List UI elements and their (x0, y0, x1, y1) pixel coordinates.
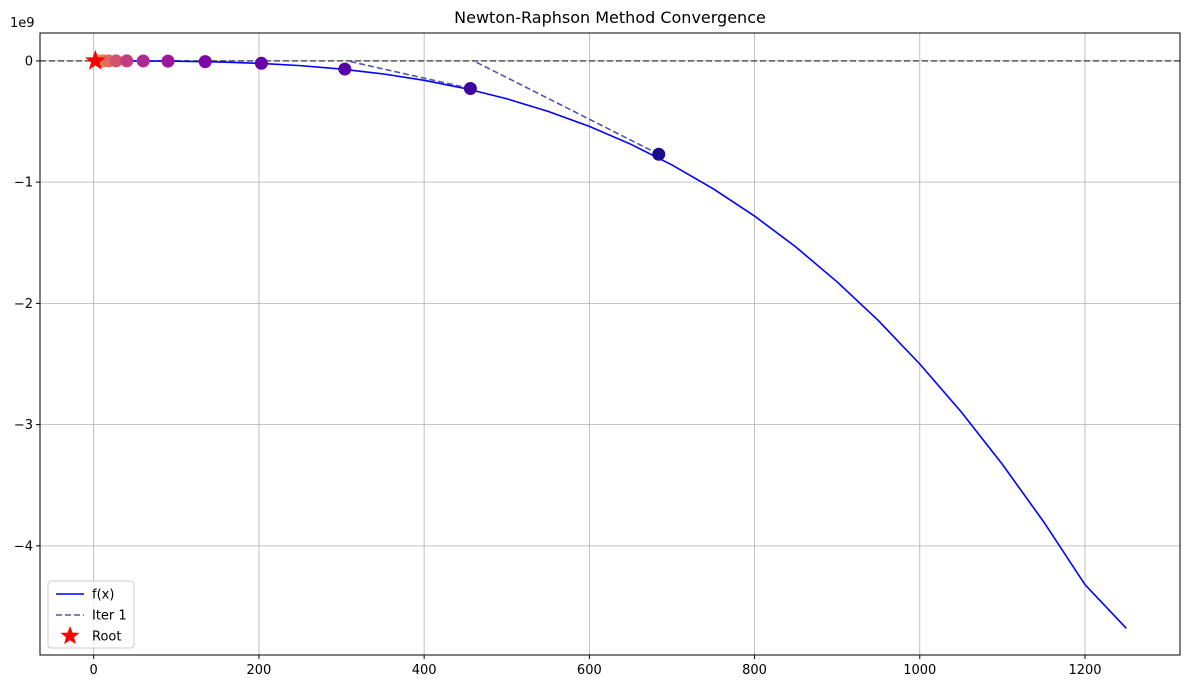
x-tick-label: 400 (412, 663, 437, 678)
x-tick-label: 1200 (1068, 663, 1101, 678)
iterate-point (463, 82, 477, 96)
root-star (84, 49, 106, 70)
legend-label: Iter 1 (92, 609, 127, 624)
axes-frame (39, 32, 1181, 656)
grid (40, 33, 1180, 655)
iterate-point (254, 56, 268, 70)
x-tick-label: 600 (577, 663, 602, 678)
legend-swatch-star (60, 626, 80, 645)
x-tick-label: 0 (90, 663, 98, 678)
iterate-point (198, 55, 212, 69)
y-tick-label: −2 (14, 297, 33, 312)
legend: f(x) Iter 1 Root (47, 580, 135, 649)
tangent-line-2 (347, 60, 471, 90)
iterate-point (338, 62, 352, 76)
iterate-point (120, 54, 134, 68)
axes: 0 200 400 600 800 1000 1200 0 −1 −2 −3 −4 (14, 32, 1181, 678)
x-tick-label: 1000 (903, 663, 936, 678)
x-tick-label: 200 (246, 663, 271, 678)
y-tick-label: −3 (14, 418, 33, 433)
x-tick-label: 800 (742, 663, 767, 678)
y-tick-label: 0 (25, 54, 33, 69)
chart-title: Newton-Raphson Method Convergence (454, 8, 766, 27)
plot-area (40, 49, 1180, 629)
iterate-point (109, 54, 123, 68)
y-tick-label: −1 (14, 176, 33, 191)
iterate-point (136, 54, 150, 68)
legend-label: f(x) (92, 588, 114, 603)
tangent-line-1 (473, 60, 660, 155)
iterate-point (161, 54, 175, 68)
legend-label: Root (92, 630, 121, 645)
y-tick-label: −4 (14, 539, 33, 554)
iterate-point (652, 147, 666, 161)
y-scale-label: 1e9 (10, 16, 35, 31)
